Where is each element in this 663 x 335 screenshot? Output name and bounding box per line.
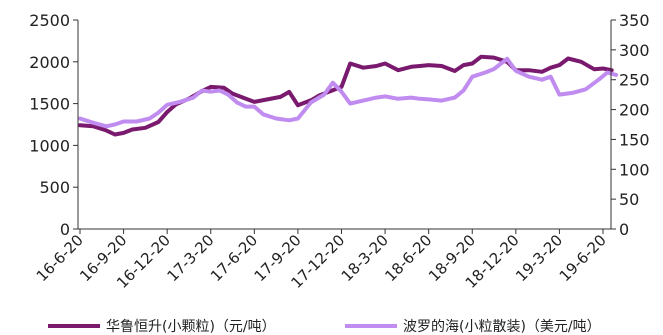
legend-label-2: 波罗的海(小粒散装)（美元/吨） [403,319,601,335]
right-tick-label: 0 [619,220,629,239]
left-tick-label: 2500 [29,11,70,30]
x-tick-label: 19-6-20 [556,231,610,285]
right-tick-label: 50 [619,190,639,209]
right-y-axis: 0 50 100 150 200 250 300 350 [610,11,650,239]
x-tick-label: 18-6-20 [381,231,435,285]
right-tick-label: 250 [619,71,650,90]
x-tick-label: 19-3-20 [512,231,566,285]
right-tick-label: 200 [619,101,650,120]
right-tick-label: 150 [619,130,650,149]
right-tick-label: 350 [619,11,650,30]
plot-area [78,54,619,137]
x-tick-label: 18-3-20 [338,231,392,285]
left-tick-label: 0 [60,220,70,239]
series-line-1 [78,54,614,137]
x-tick-label: 16-6-20 [33,231,87,285]
legend: 华鲁恒升(小颗粒)（元/吨） 波罗的海(小粒散装)（美元/吨） [48,319,601,335]
left-tick-label: 2000 [29,53,70,72]
left-tick-label: 1000 [29,136,70,155]
series-line-2 [78,56,619,129]
x-tick-label: 17-3-20 [163,231,217,285]
legend-label-1: 华鲁恒升(小颗粒)（元/吨） [106,319,276,335]
left-y-axis: 0 500 1000 1500 2000 2500 [29,11,79,239]
left-tick-label: 500 [39,178,70,197]
x-tick-label: 17-6-20 [207,231,261,285]
x-axis: 16-6-2016-9-2016-12-2017-3-2017-6-2017-9… [33,228,611,292]
right-tick-label: 300 [619,41,650,60]
right-tick-label: 100 [619,160,650,179]
left-tick-label: 1500 [29,95,70,114]
